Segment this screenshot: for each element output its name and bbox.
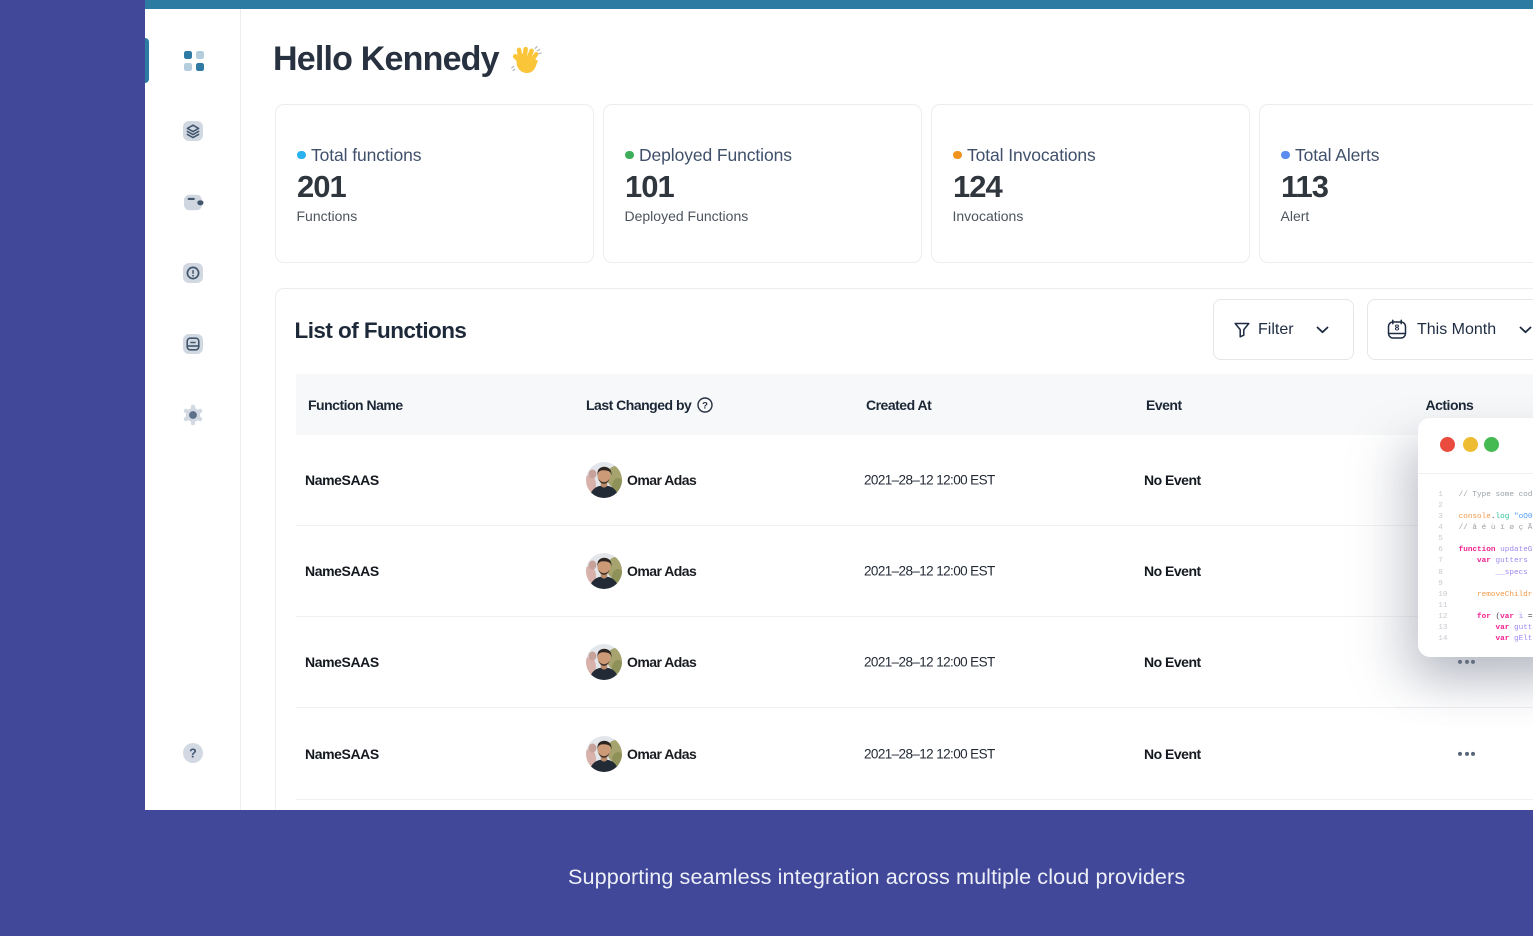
svg-text:?: ?	[189, 746, 197, 760]
svg-text:?: ?	[702, 401, 708, 412]
svg-text:8: 8	[1395, 323, 1400, 333]
